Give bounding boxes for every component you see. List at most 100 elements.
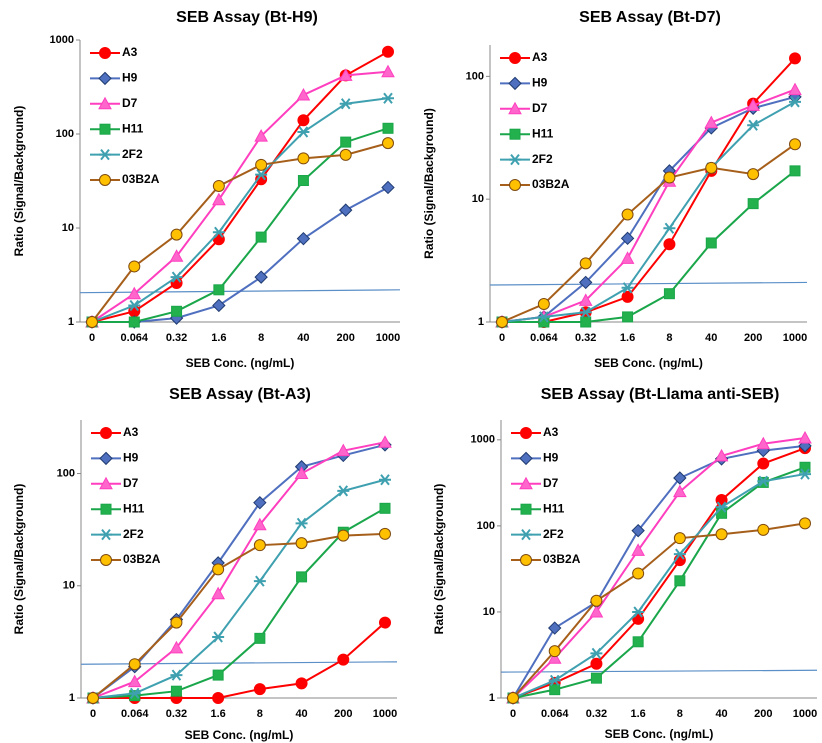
y-axis-label: Ratio (Signal/Background) xyxy=(422,108,436,259)
chart-title: SEB Assay (Bt-A3) xyxy=(169,386,311,403)
marker xyxy=(632,636,644,648)
marker xyxy=(338,68,353,81)
legend-label: A3 xyxy=(532,50,548,64)
y-tick-label: 1000 xyxy=(50,34,74,46)
legend-label: A3 xyxy=(543,425,559,439)
marker xyxy=(87,692,99,704)
y-tick-label: 10 xyxy=(472,193,484,205)
marker xyxy=(507,692,519,704)
marker xyxy=(789,165,801,177)
legend-label: H9 xyxy=(543,451,559,465)
y-axis-label: Ratio (Signal/Background) xyxy=(12,106,26,257)
marker xyxy=(788,82,802,96)
legend-label: D7 xyxy=(123,476,139,490)
marker xyxy=(127,286,142,300)
marker xyxy=(213,284,225,296)
legend-marker xyxy=(99,476,113,490)
legend-marker xyxy=(519,476,533,490)
x-tick-label: 8 xyxy=(677,708,683,720)
marker xyxy=(547,651,562,664)
marker xyxy=(549,684,561,696)
marker xyxy=(253,517,267,531)
legend-label: H11 xyxy=(123,501,145,515)
marker xyxy=(714,448,729,462)
marker xyxy=(170,228,183,241)
y-tick-label: 10 xyxy=(63,580,75,592)
marker xyxy=(756,436,771,450)
marker xyxy=(295,677,308,690)
x-tick-label: 0.32 xyxy=(575,332,596,344)
marker xyxy=(747,119,760,131)
marker xyxy=(789,96,801,108)
marker xyxy=(673,471,687,485)
marker xyxy=(548,621,562,635)
marker xyxy=(128,260,141,273)
legend-marker xyxy=(98,96,112,110)
marker xyxy=(295,517,308,529)
marker xyxy=(704,115,719,129)
legend-label: H9 xyxy=(123,451,139,465)
marker xyxy=(715,501,728,513)
threshold-line xyxy=(489,281,808,286)
chart-title: SEB Assay (Bt-D7) xyxy=(579,9,721,26)
legend-marker xyxy=(100,427,112,439)
series-line xyxy=(92,127,389,323)
marker xyxy=(799,468,811,480)
marker xyxy=(746,98,760,111)
marker xyxy=(255,231,267,243)
y-tick-label: 100 xyxy=(477,520,495,532)
marker xyxy=(589,604,604,618)
legend-label: 2F2 xyxy=(543,527,564,541)
marker xyxy=(757,523,770,536)
legend-marker xyxy=(520,554,532,566)
marker xyxy=(169,249,184,262)
x-tick-label: 1.6 xyxy=(211,332,226,344)
panel: SEB Assay (Bt-D7) SEB Conc. (ng/mL) Ratio … xyxy=(422,9,807,370)
marker xyxy=(799,461,811,473)
marker xyxy=(128,316,140,328)
series-line xyxy=(93,621,386,699)
marker xyxy=(128,658,141,671)
x-tick-label: 0.32 xyxy=(586,708,607,720)
marker xyxy=(382,92,394,104)
series-line xyxy=(512,522,806,699)
marker xyxy=(580,316,592,328)
marker xyxy=(382,122,394,134)
marker xyxy=(86,316,98,328)
marker xyxy=(674,575,686,587)
marker xyxy=(747,198,759,210)
marker xyxy=(212,563,225,576)
y-tick-label: 1 xyxy=(478,316,484,328)
marker xyxy=(337,529,350,542)
marker xyxy=(548,645,561,658)
y-tick-label: 100 xyxy=(466,70,484,82)
marker xyxy=(212,179,225,192)
marker xyxy=(631,543,645,556)
marker xyxy=(170,271,183,283)
marker xyxy=(381,180,395,195)
x-tick-label: 1000 xyxy=(793,708,817,720)
x-tick-label: 40 xyxy=(297,332,309,344)
legend-marker xyxy=(520,503,532,515)
marker xyxy=(622,311,634,323)
marker xyxy=(129,690,141,702)
marker xyxy=(253,495,267,510)
marker xyxy=(339,203,353,217)
legend-marker xyxy=(508,76,522,91)
legend-marker xyxy=(520,427,532,439)
marker xyxy=(632,567,645,580)
panel: SEB Assay (Bt-A3) SEB Conc. (ng/mL) Ratio … xyxy=(12,386,397,742)
x-tick-label: 40 xyxy=(715,708,727,720)
series-line xyxy=(92,507,386,699)
x-axis-label: SEB Conc. (ng/mL) xyxy=(605,727,714,741)
x-tick-label: 200 xyxy=(754,708,772,720)
series-line xyxy=(91,97,389,323)
series-line xyxy=(512,466,806,699)
marker xyxy=(296,231,311,246)
marker xyxy=(663,238,676,251)
legend-marker xyxy=(98,71,112,86)
legend-marker xyxy=(99,451,113,466)
marker xyxy=(170,685,182,697)
x-tick-label: 1.6 xyxy=(210,708,225,720)
marker xyxy=(171,305,183,317)
